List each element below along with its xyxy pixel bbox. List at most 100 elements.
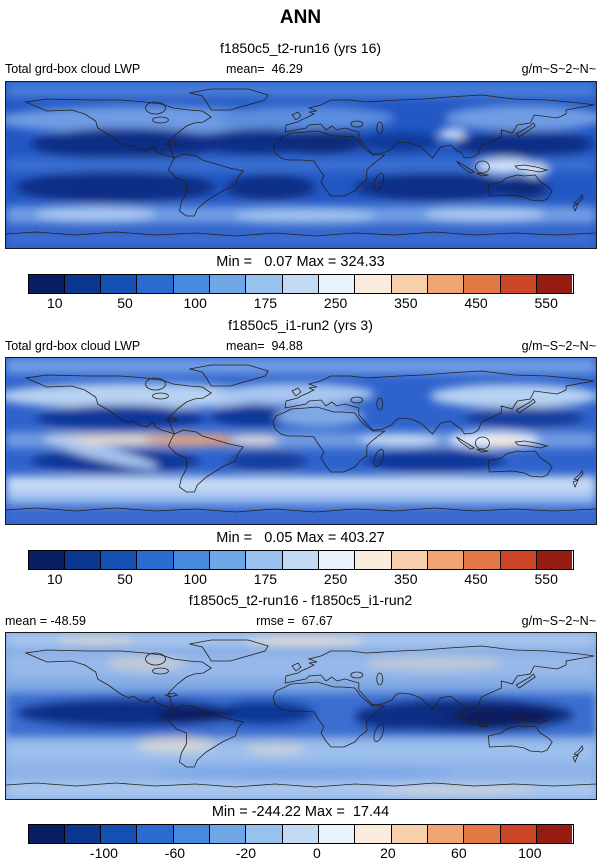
colorbar-segment [500,551,538,569]
minmax-label: Min = 0.05 Max = 403.27 [216,530,385,546]
colorbar-tick-label: 50 [117,295,133,311]
mean-label: mean= 94.88 [226,339,303,353]
case-title-run16: f1850c5_t2-run16 (yrs 16) [219,40,382,56]
colorbar-segment [355,825,392,843]
colorbar-segment [101,825,138,843]
map-field [5,358,596,524]
colorbar-segment [391,825,429,843]
colorbar-tick-label: 175 [253,571,278,587]
colorbar-segment [500,275,538,293]
colorbar-segment [355,551,392,569]
colorbar-tick-label: 550 [534,571,558,587]
colorbar-segment [500,825,538,843]
rmse-label: rmse = 67.67 [256,614,333,628]
colorbar: 10 50 100 175 250 350 450 550 [27,550,574,587]
map-run2 [4,357,597,525]
colorbar-segments [27,824,574,844]
units-label: g/m~S~2~N~ [521,62,596,76]
mean-label: mean= 46.29 [226,62,303,76]
colorbar-segment [64,825,102,843]
colorbar-tick-label: 100 [183,295,207,311]
colorbar-segment [319,275,356,293]
colorbar-segment [101,275,138,293]
colorbar-tick-label: 450 [464,571,488,587]
colorbar-tick-label: 20 [380,845,396,861]
minmax-label: Min = -244.22 Max = 17.44 [211,804,390,820]
colorbar-segment [246,551,283,569]
panel-header-1: Total grd-box cloud LWP mean= 46.29 g/m~… [0,62,601,77]
colorbar-segments [27,550,574,570]
colorbar-segment [210,275,247,293]
colorbar-segment [137,551,174,569]
colorbar-segment [137,825,174,843]
case-title-difference: f1850c5_t2-run16 - f1850c5_i1-run2 [188,592,413,608]
colorbar-tick-label: 450 [464,295,488,311]
colorbar-tick-label: 10 [47,571,63,587]
colorbar-segment [28,551,65,569]
variable-label: Total grd-box cloud LWP [5,62,141,76]
colorbar-ticks: -100 -60 -20 0 20 60 100 [28,844,574,861]
map-svg-difference [5,633,596,799]
colorbar-segment [64,275,102,293]
colorbar-segment [464,551,501,569]
colorbar-tick-label: 10 [47,295,63,311]
colorbar-tick-label: -60 [164,845,186,861]
colorbar-tick-label: 50 [117,571,133,587]
colorbar-ticks: 10 50 100 175 250 350 450 550 [28,294,574,311]
map-field [5,82,596,248]
colorbar-tick-label: 250 [323,571,348,587]
colorbar-segment [537,551,573,569]
colorbar-segment [537,275,573,293]
colorbar-segment [101,551,138,569]
colorbar-tick-label: 100 [183,571,207,587]
colorbar-segment [28,825,65,843]
colorbar-tick-label: 60 [451,845,467,861]
panel-difference: f1850c5_t2-run16 - f1850c5_i1-run2 mean … [0,592,601,861]
map-svg-run16 [5,82,596,248]
colorbar-tick-label: 0 [312,845,321,861]
colorbar-segment [428,551,465,569]
colorbar-segment [391,275,429,293]
map-run16 [4,81,597,249]
colorbar-segment [28,275,65,293]
colorbar-tick-label: 175 [253,295,278,311]
colorbar-tick-label: -100 [89,845,118,861]
colorbar-segment [537,825,573,843]
colorbar-tick-label: -20 [235,845,257,861]
units-label: g/m~S~2~N~ [521,339,596,353]
colorbar-segment [282,275,320,293]
colorbar-segment [428,275,465,293]
colorbar-tick-label: 100 [518,845,542,861]
colorbar-segment [246,275,283,293]
colorbar-segment [210,825,247,843]
colorbar-segment [391,551,429,569]
colorbar-segment [173,551,211,569]
colorbar: -100 -60 -20 0 20 60 100 [27,824,574,861]
units-label: g/m~S~2~N~ [521,614,596,628]
colorbar-segment [319,551,356,569]
colorbar-segment [319,825,356,843]
colorbar-tick-label: 350 [394,571,418,587]
minmax-label: Min = 0.07 Max = 324.33 [216,254,385,270]
map-svg-run2 [5,358,596,524]
colorbar-segment [282,551,320,569]
case-title-run2: f1850c5_i1-run2 (yrs 3) [228,317,373,333]
colorbar-segment [428,825,465,843]
colorbar-segment [246,825,283,843]
colorbar-tick-label: 250 [323,295,348,311]
colorbar-segment [64,551,102,569]
panel-run16: f1850c5_t2-run16 (yrs 16) Total grd-box … [0,40,601,311]
colorbar-segment [355,275,392,293]
colorbar-segment [282,825,320,843]
colorbar-segment [210,551,247,569]
colorbar-tick-label: 350 [394,295,418,311]
colorbar-ticks: 10 50 100 175 250 350 450 550 [28,570,574,587]
colorbar-segment [137,275,174,293]
colorbar-segments [27,274,574,294]
colorbar-segment [464,275,501,293]
colorbar-segment [173,275,211,293]
map-difference [4,632,597,800]
colorbar-tick-label: 550 [534,295,558,311]
mean-label: mean = -48.59 [5,614,86,628]
panel-run2: f1850c5_i1-run2 (yrs 3) Total grd-box cl… [0,317,601,587]
